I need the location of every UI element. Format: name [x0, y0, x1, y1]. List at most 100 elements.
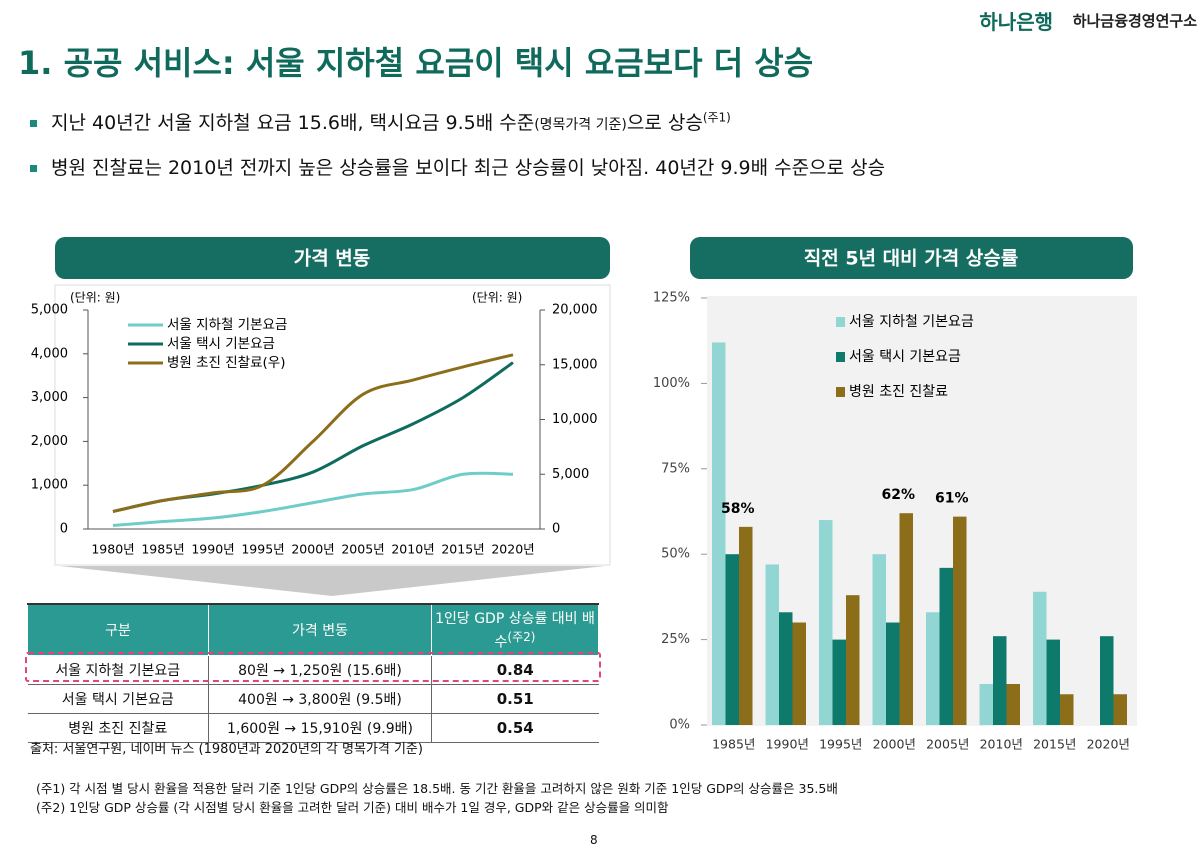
x-tick-label: 2020년 — [491, 542, 534, 557]
legend-label: 서울 택시 기본요금 — [849, 349, 961, 365]
y-tick-label: 3,000 — [31, 390, 68, 405]
x-tick-label: 1995년 — [819, 737, 862, 752]
y2-tick-label: 20,000 — [552, 303, 598, 318]
x-tick-label: 2005년 — [341, 542, 384, 557]
bar — [846, 595, 860, 725]
x-tick-label: 1990년 — [191, 542, 234, 557]
chart-title: 직전 5년 대비 가격 상승률 — [804, 248, 1018, 270]
x-tick-label: 1990년 — [766, 737, 809, 752]
y2-tick-label: 5,000 — [552, 467, 589, 482]
panel — [54, 284, 611, 566]
legend-label: 서울 택시 기본요금 — [167, 336, 275, 352]
bar — [1060, 694, 1074, 725]
cell: 서울 택시 기본요금 — [27, 684, 209, 714]
legend-swatch — [836, 352, 845, 362]
y-tick-label: 100% — [653, 376, 690, 391]
y-tick-label: 2,000 — [31, 434, 68, 449]
note: (주2) 1인당 GDP 상승률 (각 시점별 당시 환율을 고려한 달러 기준… — [36, 800, 669, 815]
note: (주1) 각 시점 별 당시 환율을 적용한 달러 기준 1인당 GDP의 상승… — [36, 781, 838, 796]
bullet: 지난 40년간 서울 지하철 요금 15.6배, 택시요금 9.5배 수준(명목… — [30, 108, 731, 135]
arrow — [60, 566, 605, 596]
x-tick-label: 1980년 — [91, 542, 134, 557]
x-tick-label: 2015년 — [1033, 737, 1076, 752]
highlight — [25, 652, 601, 682]
bar — [832, 639, 846, 725]
value-label: 58% — [721, 501, 755, 517]
y-tick-label: 0% — [669, 718, 690, 733]
y-tick-label: 0 — [60, 522, 68, 537]
bar — [886, 622, 900, 725]
bar — [1006, 684, 1020, 725]
bar — [953, 516, 967, 725]
axis-unit: (단위: 원) — [70, 291, 120, 305]
bar — [739, 526, 753, 725]
legend-label: 서울 지하철 기본요금 — [849, 314, 974, 330]
bullet-text: 지난 40년간 서울 지하철 요금 15.6배, 택시요금 9.5배 수준 — [51, 112, 535, 134]
value-label: 61% — [935, 491, 969, 507]
y-tick-label: 1,000 — [31, 478, 68, 493]
banner — [55, 237, 610, 279]
y-tick-label: 4,000 — [31, 346, 68, 361]
cell: 400원 → 3,800원 (9.5배) — [208, 684, 432, 714]
bar — [792, 622, 806, 725]
title: 1. 공공 서비스: 서울 지하철 요금이 택시 요금보다 더 상승 — [18, 44, 814, 82]
header-text: 1인당 GDP 상승률 대비 배수 — [435, 611, 595, 651]
table-header: 구분 — [27, 603, 209, 656]
bar — [765, 564, 779, 725]
cell: 1,600원 → 15,910원 (9.9배) — [208, 713, 432, 743]
bar — [712, 342, 726, 725]
legend-label: 병원 초진 진찰료(우) — [167, 355, 285, 371]
x-tick-label: 2015년 — [441, 542, 484, 557]
legend-swatch — [836, 317, 845, 327]
x-tick-label: 1985년 — [712, 737, 755, 752]
logo: 하나은행 — [979, 10, 1053, 34]
y-tick-label: 125% — [653, 291, 690, 306]
bar — [939, 567, 953, 725]
bar — [993, 636, 1007, 725]
line — [112, 361, 514, 513]
footnote-ref: (주1) — [702, 110, 731, 125]
x-tick-label: 1985년 — [141, 542, 184, 557]
footnote-ref: (주2) — [507, 630, 536, 645]
bar — [725, 554, 739, 725]
cell: 0.54 — [431, 713, 599, 743]
legend-label: 서울 지하철 기본요금 — [167, 317, 287, 333]
bar — [779, 612, 793, 725]
bar — [819, 520, 833, 725]
bar — [1033, 591, 1047, 725]
x-tick-label: 2000년 — [291, 542, 334, 557]
x-tick-label: 2020년 — [1087, 737, 1130, 752]
y-tick-label: 5,000 — [31, 303, 68, 318]
legend-label: 병원 초진 진찰료 — [849, 384, 948, 400]
cell: 병원 초진 진찰료 — [27, 713, 209, 743]
bar — [1100, 636, 1114, 725]
bar — [1113, 694, 1127, 725]
value-label: 62% — [881, 487, 915, 503]
bar — [872, 554, 886, 725]
x-tick-label: 1995년 — [241, 542, 284, 557]
bullet: 병원 진찰료는 2010년 전까지 높은 상승률을 보이다 최근 상승률이 낮아… — [30, 153, 885, 180]
y-tick-label: 75% — [661, 461, 690, 476]
x-tick-label: 2000년 — [873, 737, 916, 752]
bullet-text: 병원 진찰료는 2010년 전까지 높은 상승률을 보이다 최근 상승률이 낮아… — [51, 157, 886, 179]
legend-swatch — [836, 387, 845, 397]
cell: 0.51 — [431, 684, 599, 714]
table-header: 1인당 GDP 상승률 대비 배수(주2) — [431, 603, 599, 656]
bullet-text: (명목가격 기준) — [534, 117, 627, 133]
bar — [979, 684, 993, 725]
institute: 하나금융경영연구소 — [1072, 12, 1197, 30]
bar — [926, 612, 940, 725]
page-number: 8 — [590, 833, 598, 847]
banner — [690, 237, 1133, 279]
source: 출처: 서울연구원, 네이버 뉴스 (1980년과 2020년의 각 명목가격 … — [30, 742, 423, 757]
table-header: 가격 변동 — [208, 603, 432, 656]
line — [112, 471, 514, 527]
x-tick-label: 2010년 — [391, 542, 434, 557]
bar — [1046, 639, 1060, 725]
y2-tick-label: 15,000 — [552, 357, 598, 372]
line — [112, 353, 514, 513]
x-tick-label: 2005년 — [926, 737, 969, 752]
y2-tick-label: 10,000 — [552, 412, 598, 427]
